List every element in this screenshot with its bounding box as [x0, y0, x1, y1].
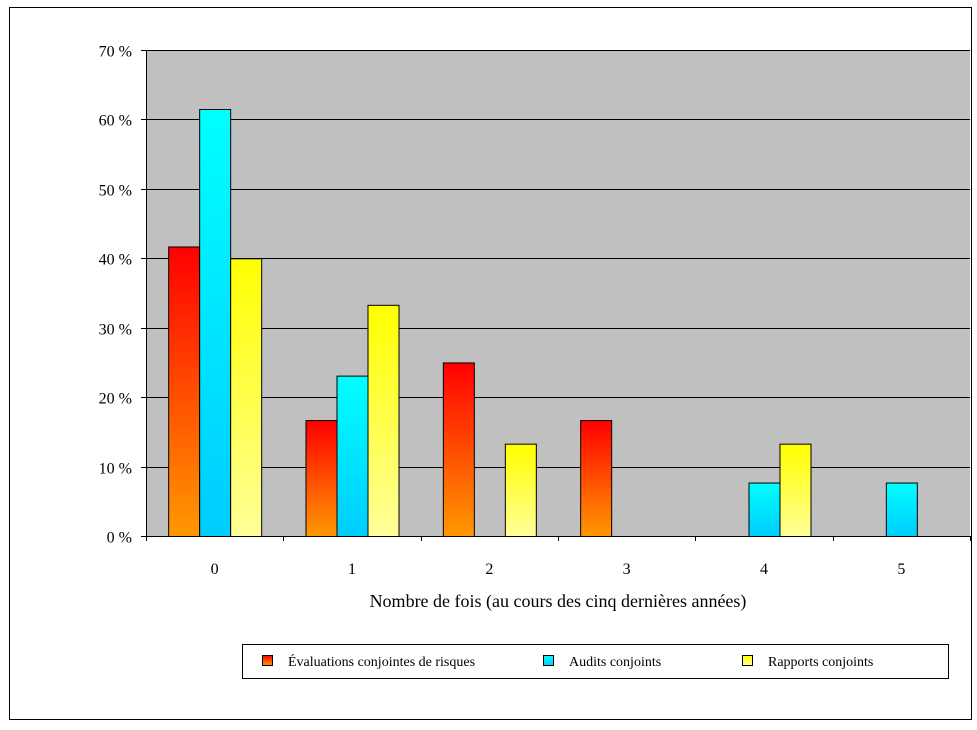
x-tick-label: 3 [623, 561, 631, 578]
y-tick-label: 10 % [99, 461, 132, 478]
y-tick-label: 50 % [99, 183, 132, 200]
x-tick-label: 2 [485, 561, 493, 578]
legend-label: Audits conjoints [569, 655, 661, 670]
x-axis-ticks: 0 1 2 3 4 5 [146, 536, 971, 578]
bar [748, 482, 781, 538]
bar [168, 246, 201, 538]
bar [885, 482, 918, 538]
y-tick-label: 30 % [99, 322, 132, 339]
y-tick-label: 40 % [99, 252, 132, 269]
legend-swatch [543, 655, 554, 666]
legend-box [242, 644, 949, 679]
bar [442, 362, 475, 537]
x-axis-label: Nombre de fois (au cours des cinq derniè… [370, 591, 747, 612]
plot-area [146, 50, 970, 536]
bar [336, 375, 369, 537]
bar [305, 420, 338, 538]
x-tick-label: 1 [348, 561, 356, 578]
bar [367, 304, 400, 537]
legend-label: Rapports conjoints [768, 655, 873, 670]
bar [230, 258, 263, 537]
x-tick-label: 4 [760, 561, 768, 578]
bar [504, 443, 537, 537]
bar [580, 420, 613, 538]
y-tick-label: 20 % [99, 391, 132, 408]
x-tick-label: 5 [897, 561, 905, 578]
legend-swatch [262, 655, 273, 666]
y-tick-label: 70 % [99, 44, 132, 61]
y-tick-label: 0 % [107, 530, 132, 547]
bars [168, 109, 918, 538]
bar [199, 109, 232, 537]
bar [779, 443, 812, 537]
y-tick-label: 60 % [99, 113, 132, 130]
y-axis-ticks: 0 % 10 % 20 % 30 % 40 % 50 % 60 % 70 % [99, 44, 146, 547]
legend: Évaluations conjointes de risques Audits … [242, 644, 949, 679]
legend-swatch [742, 655, 753, 666]
x-tick-label: 0 [211, 561, 219, 578]
legend-label: Évaluations conjointes de risques [288, 653, 475, 670]
grid-lines [146, 50, 970, 468]
